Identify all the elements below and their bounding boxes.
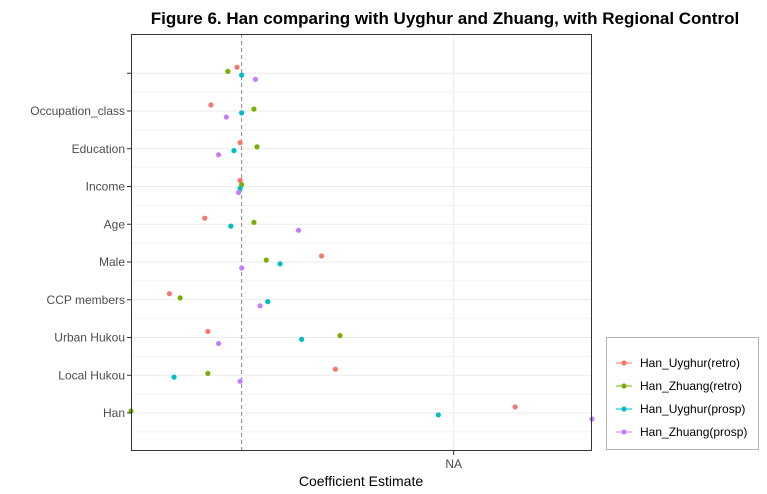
data-point	[263, 257, 269, 263]
chart-title: Figure 6. Han comparing with Uyghur and …	[151, 9, 739, 28]
y-tick-label: Occupation_class	[30, 104, 125, 118]
data-point	[237, 378, 243, 384]
y-tick-label: CCP members	[47, 293, 125, 307]
data-point	[237, 185, 243, 191]
data-point	[202, 215, 208, 221]
data-point	[257, 303, 263, 309]
data-point	[234, 64, 240, 70]
legend: Han_Uyghur(retro) Han_Zhuang(retro) Han_Uy…	[606, 337, 759, 450]
data-point	[208, 102, 214, 108]
y-tick-labels: Han Local Hukou Urban Hukou CCP members Male…	[30, 72, 131, 420]
data-point	[239, 265, 245, 271]
y-tick-label: Male	[99, 255, 125, 269]
y-tick-label: Urban Hukou	[54, 331, 125, 345]
data-point	[228, 223, 234, 229]
data-point	[239, 72, 245, 78]
data-point	[298, 336, 305, 342]
y-tick-label: Education	[72, 142, 125, 156]
legend-label: Han_Uyghur(retro)	[640, 356, 740, 370]
data-point	[251, 106, 257, 112]
data-point	[295, 227, 302, 233]
data-point	[166, 291, 173, 297]
data-point	[254, 144, 260, 150]
data-point	[251, 219, 257, 225]
data-point	[215, 152, 222, 158]
data-point	[235, 189, 242, 196]
legend-key-point	[621, 429, 627, 435]
data-point	[265, 299, 271, 305]
data-point	[215, 340, 222, 347]
y-tick-label: Income	[86, 180, 126, 194]
legend-key-point	[621, 383, 627, 389]
data-point	[332, 366, 338, 372]
data-point	[512, 404, 518, 410]
x-axis-title: Coefficient Estimate	[299, 473, 423, 489]
data-point	[435, 412, 441, 418]
data-point	[337, 333, 343, 339]
legend-box	[606, 337, 759, 450]
legend-label: Han_Zhuang(prosp)	[640, 425, 747, 439]
y-tick-label: Han	[103, 406, 125, 420]
data-point	[237, 140, 243, 146]
data-point	[231, 148, 237, 154]
data-point	[205, 370, 211, 376]
legend-label: Han_Uyghur(prosp)	[640, 402, 745, 416]
legend-key-point	[621, 406, 627, 412]
grid-lines	[131, 34, 592, 451]
legend-key-point	[621, 360, 627, 366]
data-point	[225, 68, 231, 74]
data-point	[318, 253, 325, 259]
data-point	[205, 328, 211, 335]
x-tick-label: NA	[445, 457, 462, 471]
data-point	[223, 114, 229, 120]
y-tick-label: Local Hukou	[58, 368, 125, 382]
data-point	[252, 76, 259, 82]
legend-label: Han_Zhuang(retro)	[640, 379, 742, 393]
data-point	[277, 261, 283, 267]
y-tick-label: Age	[104, 217, 126, 231]
data-point	[171, 374, 177, 380]
data-point	[177, 295, 183, 301]
data-point	[237, 177, 243, 184]
panel-border	[131, 34, 592, 451]
x-tick-labels: NA	[445, 451, 462, 471]
data-point	[239, 110, 245, 116]
